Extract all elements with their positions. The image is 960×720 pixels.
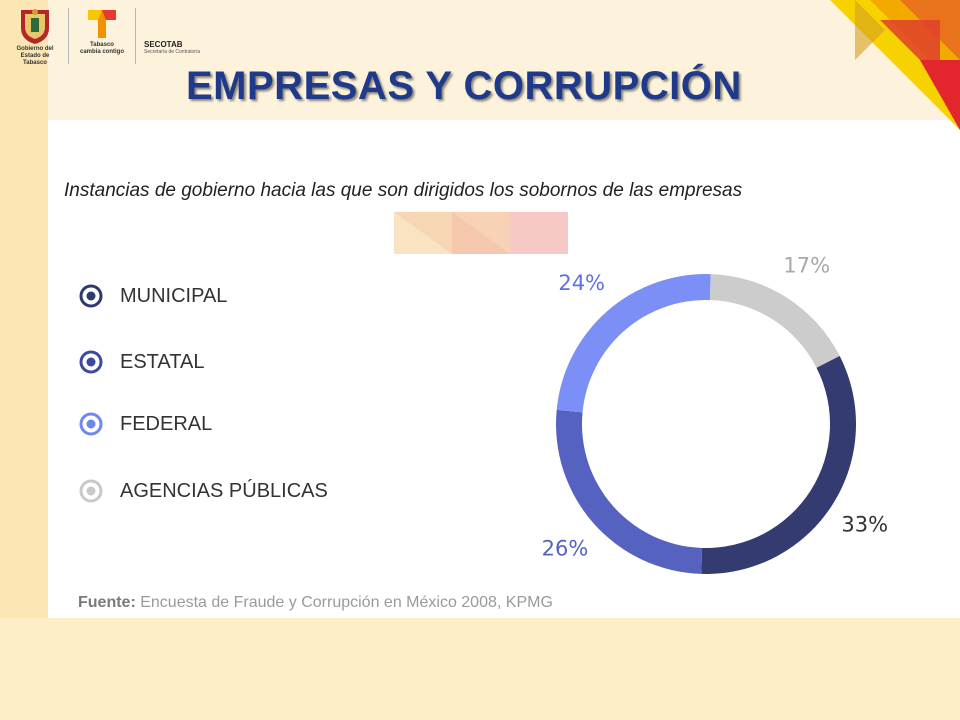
donut-label-municipal: 33%	[841, 513, 888, 537]
page-title: EMPRESAS Y CORRUPCIÓN	[186, 64, 742, 108]
donut-slice-municipal	[701, 355, 856, 574]
tabasco-name: Tabasco	[90, 42, 114, 48]
donut-slice-estatal	[556, 409, 703, 574]
secotab-subtitle: Secretaría de Contraloría	[144, 49, 201, 55]
legend-label: AGENCIAS PÚBLICAS	[120, 479, 328, 502]
legend-label: FEDERAL	[120, 412, 213, 435]
state-government-caption: Gobierno del Estado de Tabasco	[16, 46, 54, 66]
donut-label-agencias-p-blicas: 17%	[783, 253, 830, 277]
donut-slice-federal	[556, 274, 711, 413]
tabasco-slogan: cambia contigo	[79, 49, 124, 55]
donut-slice-agencias-p-blicas	[709, 274, 840, 368]
radio-dot-icon	[79, 479, 103, 503]
secotab-logo: SECOTAB Secretaría de Contraloría	[144, 40, 200, 55]
radio-dot-icon	[79, 284, 103, 308]
corner-decoration	[830, 0, 960, 130]
source-note: Fuente: Encuesta de Fraude y Corrupción …	[78, 594, 553, 612]
logo-divider	[135, 8, 136, 64]
donut-label-estatal: 26%	[542, 536, 589, 560]
coat-of-arms-icon	[21, 9, 49, 44]
radio-dot-icon	[79, 350, 103, 374]
secotab-title: SECOTAB	[144, 40, 183, 49]
tabasco-caption: Tabasco cambia contigo	[75, 42, 129, 56]
page-subtitle: Instancias de gobierno hacia las que son…	[64, 180, 743, 201]
content-panel	[48, 120, 960, 618]
source-label: Fuente:	[78, 594, 136, 611]
logo-divider	[68, 8, 69, 64]
header-logos: Gobierno del Estado de Tabasco Tabasco c…	[8, 6, 200, 66]
radio-dot-icon	[79, 412, 103, 436]
legend-label: MUNICIPAL	[120, 284, 228, 307]
legend-item-municipal: MUNICIPAL	[78, 283, 227, 309]
donut-label-federal: 24%	[558, 271, 605, 295]
legend-label: ESTATAL	[120, 350, 205, 373]
legend-item-federal: FEDERAL	[78, 411, 212, 437]
legend-item-agencias-publicas: AGENCIAS PÚBLICAS	[78, 478, 328, 504]
state-government-logo: Gobierno del Estado de Tabasco	[8, 6, 62, 67]
tabasco-logo: Tabasco cambia contigo	[75, 6, 129, 56]
decorative-color-strip	[394, 212, 568, 254]
bottom-band	[0, 618, 960, 720]
legend-item-estatal: ESTATAL	[78, 349, 204, 375]
left-decor-stripe	[0, 0, 48, 720]
donut-chart: 33% 26% 24% 17%	[542, 253, 888, 574]
tabasco-t-icon	[88, 10, 116, 38]
source-text: Encuesta de Fraude y Corrupción en Méxic…	[135, 594, 553, 611]
